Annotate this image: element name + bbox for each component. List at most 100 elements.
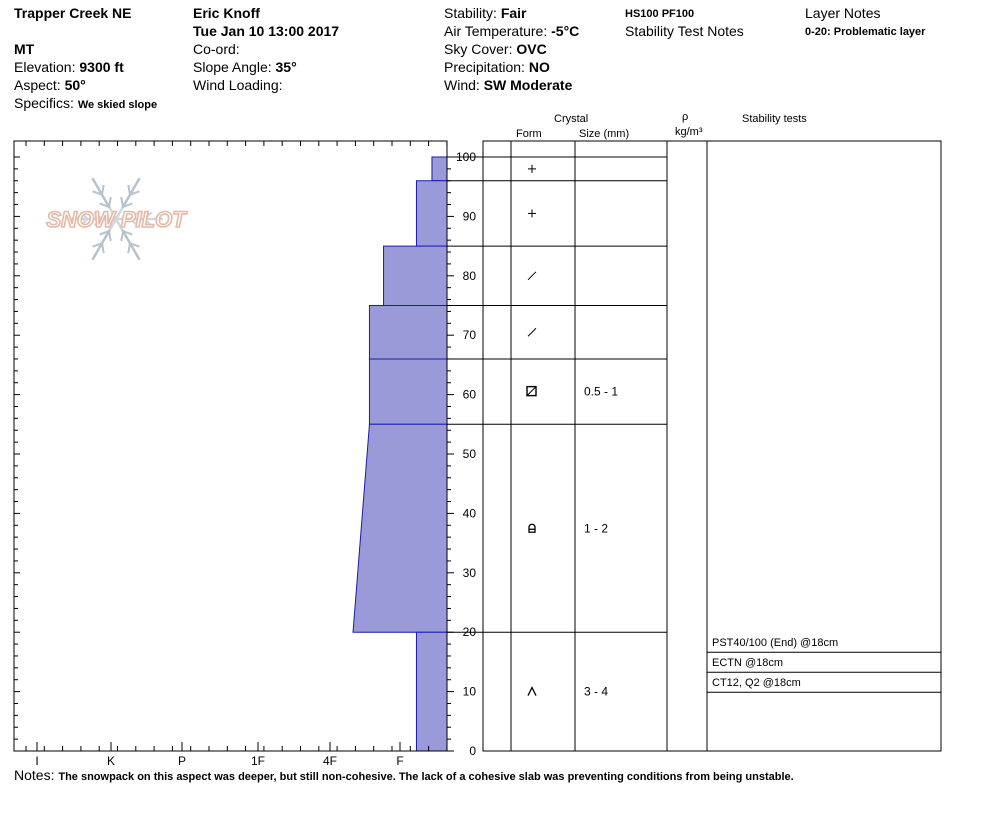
faceted-crystal-icon [526, 385, 537, 397]
hardness-label: 1F [251, 754, 265, 768]
depth-hoar-icon [527, 686, 537, 696]
logo-band [40, 208, 192, 230]
snowflake-branch [79, 218, 89, 227]
snowflake-branch [127, 243, 131, 254]
snowflake-arm [114, 177, 141, 220]
snowflake-branch [120, 230, 124, 242]
location-name: Trapper Creek NE [14, 5, 132, 21]
stability-label: Stability: [444, 5, 497, 21]
hardness-label: F [396, 754, 403, 768]
notes-row: Notes: The snowpack on this aspect was d… [14, 767, 794, 785]
snowflake-branch [120, 196, 124, 208]
sky-cover-value: OVC [516, 41, 547, 57]
rho-header: ρ [682, 111, 689, 123]
slope-value: 35° [275, 59, 297, 75]
snowflake-branch [93, 218, 103, 227]
height-label: 50 [463, 447, 477, 461]
hardness-profile [352, 156, 448, 752]
wind-loading-label: Wind Loading: [193, 77, 283, 93]
slope-row: Slope Angle: 35° [193, 59, 297, 75]
stability-test: ECTN @18cm [712, 657, 783, 669]
snowflake-branch [129, 190, 140, 196]
height-label: 30 [463, 566, 477, 580]
size-header: Size (mm) [579, 128, 630, 140]
observation-datetime: Tue Jan 10 13:00 2017 [193, 23, 340, 39]
layer-notes-title: Layer Notes [805, 5, 881, 21]
snowflake-branch [101, 243, 105, 254]
snowflake-branch [143, 218, 153, 227]
hardness-layer [368, 305, 448, 360]
height-label: 40 [463, 506, 477, 520]
logo-text: SNOW PILOT [46, 207, 187, 232]
slope-label: Slope Angle: [193, 59, 272, 75]
height-label: 70 [463, 328, 477, 342]
state-label: MT [14, 41, 35, 57]
sky-cover-row: Sky Cover: OVC [444, 41, 547, 57]
stability-row: Stability: Fair [444, 5, 527, 21]
snowflake-branch [127, 184, 131, 195]
crystal-header: Crystal [554, 113, 589, 125]
specifics-value: We skied slope [77, 99, 158, 111]
height-label: 90 [463, 209, 477, 223]
snowflake-arm [114, 218, 141, 261]
snowflake-branch [99, 202, 110, 208]
faceted-crystal-icon [526, 386, 537, 396]
snowflake-arm [91, 218, 118, 261]
hardness-label: I [35, 754, 38, 768]
layer-boundaries [447, 156, 667, 633]
hardness-layer [383, 245, 448, 306]
height-label: 80 [463, 269, 477, 283]
elevation-value: 9300 ft [79, 59, 124, 75]
aspect-value: 50° [64, 77, 86, 93]
stability-tests-list: PST40/100 (End) @18cm ECTN @18cm CT12, Q2 … [707, 637, 941, 693]
snowflake-branch [93, 211, 103, 220]
specifics-label: Specifics: [14, 95, 74, 111]
snowflake-branch [99, 230, 110, 236]
snowflake-branch [122, 202, 133, 208]
hardness-frame [13, 140, 448, 752]
notes-text: The snowpack on this aspect was deeper, … [58, 771, 794, 783]
profile-frames [13, 140, 942, 752]
snowflake-branch [92, 242, 103, 248]
crystal-forms: 0.5 - 1 1 - 2 3 - 4 [526, 164, 618, 699]
density-unit-header: kg/m³ [675, 126, 703, 138]
stability-test: CT12, Q2 @18cm [712, 677, 801, 689]
hardness-label: 4F [323, 754, 337, 768]
hardness-layer [415, 631, 448, 752]
snowflake-branch [129, 211, 139, 220]
precip-value: NO [528, 59, 550, 75]
layer-note: 0-20: Problematic layer [805, 26, 926, 38]
wind-value: SW Moderate [483, 77, 573, 93]
snowflake-branch [108, 196, 112, 208]
snowflake-branch [79, 211, 89, 220]
coord-label: Co-ord: [193, 41, 240, 57]
form-header: Form [516, 128, 542, 140]
snow-pilot-logo: SNOW PILOT [40, 177, 192, 261]
wind-row: Wind: SW Moderate [444, 77, 572, 93]
snowflake-branch [108, 230, 112, 242]
snowflake-branch [92, 190, 103, 196]
layers-frame [482, 140, 942, 752]
air-temp-label: Air Temperature: [444, 23, 548, 39]
stability-test-notes-title: Stability Test Notes [625, 23, 744, 39]
aspect-label: Aspect: [14, 77, 61, 93]
snowflake-branch [143, 211, 153, 220]
hardness-layer [368, 358, 448, 425]
precip-label: Precipitation: [444, 59, 525, 75]
height-label: 10 [463, 685, 477, 699]
hardness-layer [352, 423, 448, 633]
hs-pf-values: HS100 PF100 [625, 8, 695, 20]
snowflake-branch [122, 230, 133, 236]
stability-value: Fair [500, 5, 527, 21]
aspect-row: Aspect: 50° [14, 77, 86, 93]
height-label: 0 [469, 744, 476, 758]
observer-name: Eric Knoff [193, 5, 260, 21]
wind-label: Wind: [444, 77, 480, 93]
decomposing-particle-icon [527, 327, 537, 337]
air-temp-value: -5°C [551, 23, 580, 39]
snowflake-branch [101, 184, 105, 195]
hardness-layer [415, 180, 448, 247]
precip-row: Precipitation: NO [444, 59, 550, 75]
